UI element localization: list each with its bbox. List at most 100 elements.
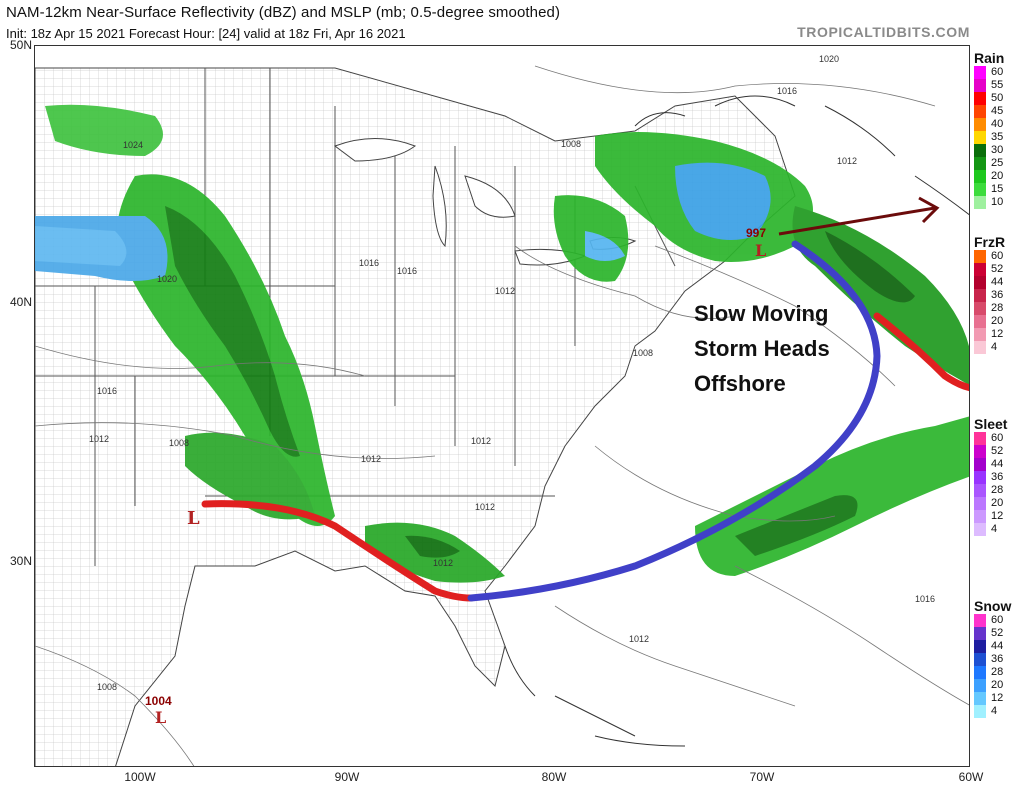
colorbar-swatch [974,341,986,354]
colorbar-swatch [974,263,986,276]
map-canvas [35,46,969,766]
colorbar-swatch [974,484,986,497]
colorbar-level-label: 4 [991,523,998,535]
colorbar-snow-scale: 60 52 44 36 28 20 12 4 [972,614,1024,718]
motion-arrow [778,196,940,236]
colorbar-swatch [974,523,986,536]
coastlines [504,95,969,747]
colorbar-swatch [974,79,986,92]
colorbar-frzr-row: 12 [972,328,1024,341]
colorbar-swatch [974,131,986,144]
isobar-label: 1012 [837,156,858,166]
isobar-label: 1008 [97,682,118,692]
colorbar-swatch [974,432,986,445]
isobar-label: 1012 [471,436,492,446]
colorbar-level-label: 52 [991,445,1004,457]
colorbar-swatch [974,144,986,157]
colorbar-rain-row: 15 [972,183,1024,196]
colorbar-level-label: 60 [991,250,1004,262]
colorbar-level-label: 36 [991,653,1004,665]
colorbar-level-label: 52 [991,263,1004,275]
colorbar-frzr-title: FrzR [974,234,1006,250]
colorbar-swatch [974,705,986,718]
isobar-label: 1024 [123,140,144,150]
colorbar-level-label: 60 [991,66,1004,78]
colorbar-level-label: 52 [991,627,1004,639]
colorbar-rain-row: 45 [972,105,1024,118]
colorbar-snow-title: Snow [974,598,1012,614]
colorbar-level-label: 20 [991,497,1004,509]
lon-label-100w: 100W [124,770,156,784]
colorbar-swatch [974,471,986,484]
isobar-label: 1012 [361,454,382,464]
colorbar-level-label: 55 [991,79,1004,91]
red-track-west [201,500,475,602]
colorbar-rain-row: 60 [972,66,1024,79]
colorbar-rain-row: 55 [972,79,1024,92]
colorbar-level-label: 50 [991,92,1004,104]
isobars [35,65,969,766]
gulf-low-value: 1004 [145,694,172,708]
colorbar-level-label: 40 [991,118,1004,130]
colorbar-sleet-row: 44 [972,458,1024,471]
colorbar-frzr-row: 60 [972,250,1024,263]
colorbar-rain-row: 35 [972,131,1024,144]
colorbar-swatch [974,196,986,209]
colorbar-swatch [974,315,986,328]
colorbar-swatch [974,510,986,523]
colorbar-sleet-row: 4 [972,523,1024,536]
colorbar-swatch [974,183,986,196]
colorbar-level-label: 44 [991,458,1004,470]
isobar-label: 1016 [777,86,798,96]
isobar-label: 1016 [397,266,418,276]
colorbar-frzr-row: 28 [972,302,1024,315]
colorbar-snow-row: 12 [972,692,1024,705]
colorbar-level-label: 15 [991,183,1004,195]
colorbar-swatch [974,692,986,705]
colorbar-swatch [974,157,986,170]
colorbar-sleet-scale: 60 52 44 36 28 20 12 4 [972,432,1024,536]
colorbar-swatch [974,627,986,640]
isobar-label: 1012 [433,558,454,568]
great-lakes [333,138,637,266]
colorbar-snow-row: 52 [972,627,1024,640]
isobar-label: 1012 [89,434,110,444]
colorbar-level-label: 60 [991,614,1004,626]
colorbar-rain-row: 40 [972,118,1024,131]
lon-label-90w: 90W [334,770,360,784]
colorbar-frzr-row: 52 [972,263,1024,276]
colorbar-sleet: Sleet 60 52 44 36 28 20 12 4 [972,416,1024,536]
colorbar-snow-row: 44 [972,640,1024,653]
texas-low-symbol: L [187,508,200,529]
colorbar-level-label: 20 [991,170,1004,182]
colorbar-level-label: 20 [991,315,1004,327]
colorbar-sleet-title: Sleet [974,416,1008,432]
colorbar-swatch [974,66,986,79]
lat-label-30n: 30N [9,554,32,568]
colorbar-swatch [974,276,986,289]
colorbar-rain-row: 50 [972,92,1024,105]
storm-annotation: Slow Moving Storm Heads Offshore [694,296,830,401]
colorbar-snow: Snow 60 52 44 36 28 20 12 4 [972,598,1024,718]
colorbar-level-label: 60 [991,432,1004,444]
colorbar-sleet-row: 28 [972,484,1024,497]
colorbar-rain-scale: 60 55 50 45 40 35 30 25 20 15 10 [972,66,1024,209]
colorbar-level-label: 30 [991,144,1004,156]
isobar-label: 1012 [629,634,650,644]
colorbar-snow-row: 28 [972,666,1024,679]
isobar-label: 1020 [157,274,178,284]
isobar-label: 1008 [561,139,582,149]
colorbar-swatch [974,105,986,118]
colorbar-swatch [974,614,986,627]
isobar-label: 1016 [359,258,380,268]
blue-track [467,240,881,602]
low-pressure-value: 997 [746,226,767,240]
site-brand[interactable]: TROPICALTIDBITS.COM [797,24,970,40]
isobar-label: 1016 [97,386,118,396]
colorbar-level-label: 25 [991,157,1004,169]
colorbar-swatch [974,666,986,679]
colorbar-swatch [974,289,986,302]
colorbar-frzr: FrzR 60 52 44 36 28 20 12 4 [972,234,1024,354]
colorbar-level-label: 28 [991,302,1004,314]
weather-map[interactable]: 997 L L 1004 L 1020 1016 1008 1012 1024 … [34,45,970,767]
